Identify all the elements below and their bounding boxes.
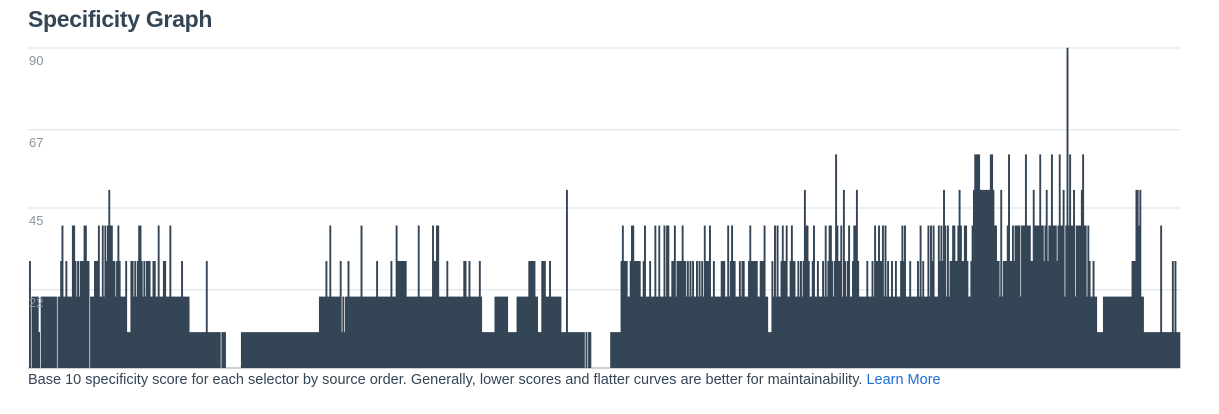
- y-tick-label-1: 45: [29, 213, 43, 228]
- chart-area: [28, 47, 1181, 369]
- y-tick-label-2: 67: [29, 135, 43, 150]
- y-tick-label-3: 90: [29, 53, 43, 68]
- y-tick-label-0: 22: [29, 295, 43, 310]
- specificity-series-area: [28, 47, 1181, 369]
- chart-y-ticks: 22 45 67 90: [29, 53, 43, 310]
- chart-caption: Base 10 specificity score for each selec…: [28, 372, 941, 388]
- specificity-chart: 22 45 67 90: [28, 47, 1181, 369]
- learn-more-link[interactable]: Learn More: [866, 372, 941, 388]
- page-title: Specificity Graph: [28, 6, 213, 32]
- caption-text: Base 10 specificity score for each selec…: [28, 372, 863, 388]
